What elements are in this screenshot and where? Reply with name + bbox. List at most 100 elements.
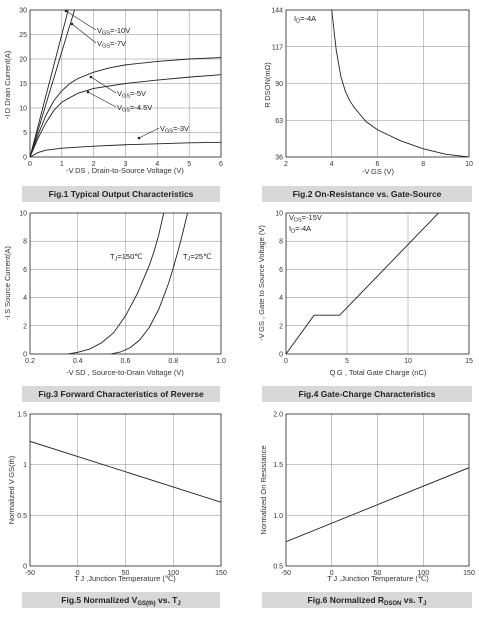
- fig1-xtick: 3: [124, 161, 128, 168]
- fig1-annotation-arrow: [64, 9, 68, 13]
- fig6-xtick: 150: [463, 570, 475, 577]
- fig5-series-1: [30, 440, 221, 503]
- fig1-caption-bar: [22, 186, 220, 202]
- fig3-ytick: 8: [23, 239, 27, 246]
- fig4-xtick: 0: [284, 358, 288, 365]
- fig1-ytick: 30: [19, 8, 27, 15]
- fig2-ytick: 90: [275, 81, 283, 88]
- fig2-ytick: 144: [271, 8, 283, 15]
- fig4-xtick: 15: [465, 358, 473, 365]
- fig4-ylabel: -V GS , Gate to Source Voltage (V): [257, 225, 266, 341]
- fig4-ytick: 4: [279, 295, 283, 302]
- fig4-series-1: [286, 213, 439, 354]
- fig3-ytick: 4: [23, 295, 27, 302]
- fig5-xtick: -50: [25, 570, 35, 577]
- fig1-ytick: 0: [23, 155, 27, 162]
- fig2-caption-bar: [262, 186, 472, 202]
- fig5-ytick: 0: [23, 564, 27, 571]
- fig5-ylabel: Normalized V GS(th): [7, 455, 16, 524]
- fig1-series-4: [30, 74, 221, 157]
- fig1-annotation-leader: [65, 10, 97, 31]
- fig6-ytick: 1.0: [273, 513, 283, 520]
- fig1-annotation-leader: [138, 127, 160, 139]
- fig4-plot-frame: [285, 212, 470, 355]
- fig1-xtick: 0: [28, 161, 32, 168]
- fig3-xtick: 1.0: [216, 358, 226, 365]
- fig6-chart: -50 0 50 100 150 0.5 1.0 1.5 2.0 T J ,Junction Te…: [259, 412, 475, 608]
- fig6-ytick: 2.0: [273, 412, 283, 419]
- fig1-ylabel: -I D Drain Current(A): [3, 50, 12, 119]
- fig6-ylabel: Normalized On Resistance: [259, 445, 268, 534]
- fig3-caption-bar: [22, 386, 220, 402]
- fig1-series-2: [30, 10, 76, 157]
- fig6-ytick: 1.5: [273, 462, 283, 469]
- fig1-plot-frame: [29, 9, 222, 158]
- fig2-series-1: [331, 10, 469, 157]
- fig5-ytick: 1: [23, 462, 27, 469]
- fig6-xtick: 100: [417, 570, 429, 577]
- fig2-xtick: 2: [284, 161, 288, 168]
- fig1-annotation: VGS=-5V: [117, 89, 146, 100]
- fig3-xtick: 0.4: [73, 358, 83, 365]
- fig2-chart: 2 4 6 8 10 36 63 90 117 144 ID=-4A -V GS (V) R DSON(…: [262, 8, 473, 202]
- fig1-series-1: [30, 10, 69, 157]
- fig1-xtick: 2: [92, 161, 96, 168]
- fig1-series-5: [30, 141, 221, 157]
- fig2-ytick: 36: [275, 155, 283, 162]
- fig5-caption: Fig.5 Normalized VGS(th) vs. TJ: [61, 595, 180, 607]
- fig2-xtick: 6: [376, 161, 380, 168]
- fig3-annotation: TJ=150℃: [110, 252, 143, 263]
- fig5-plot-frame: [29, 413, 222, 567]
- fig4-ytick: 8: [279, 239, 283, 246]
- fig1-annotation-arrow: [86, 90, 90, 94]
- fig6-caption-bar: [262, 592, 472, 608]
- fig2-ylabel: R DSON(mΩ): [263, 62, 272, 108]
- fig4-caption-bar: [262, 386, 472, 402]
- fig1-annotation-leader: [87, 91, 117, 108]
- fig6-series-1: [286, 467, 469, 543]
- fig1-annotation-arrow: [89, 75, 93, 79]
- fig1-xlabel: -V DS , Drain-to-Source Voltage (V): [66, 166, 184, 175]
- fig5-xlabel: T J ,Junction Temperature (℃): [74, 574, 176, 583]
- fig5-ytick: 1.5: [17, 412, 27, 419]
- fig2-xlabel: -V GS (V): [362, 167, 394, 176]
- fig2-caption: Fig.2 On-Resistance vs. Gate-Source: [293, 189, 442, 199]
- fig5-xtick: 150: [215, 570, 227, 577]
- fig5-xtick: 100: [167, 570, 179, 577]
- fig6-xtick: 50: [374, 570, 382, 577]
- fig6-xlabel: T J ,Junction Temperature (℃): [327, 574, 429, 583]
- fig3-ytick: 10: [19, 211, 27, 218]
- fig4-xtick: 5: [345, 358, 349, 365]
- fig4-ytick: 6: [279, 267, 283, 274]
- fig5-ytick: 0.5: [17, 513, 27, 520]
- fig2-ytick: 117: [272, 44, 283, 51]
- fig3-xtick: 0.8: [168, 358, 178, 365]
- fig1-annotation: VGS=-4.5V: [117, 103, 152, 114]
- fig1-chart: 0 1 2 3 4 5 6 0 5 10 15 20 25 30 VGS=-10V VGS=-7V VGS=-5…: [3, 8, 223, 202]
- fig5-xtick: 50: [122, 570, 130, 577]
- fig1-xtick: 6: [219, 161, 223, 168]
- fig4-caption: Fig.4 Gate-Charge Characteristics: [299, 389, 436, 399]
- fig5-xtick: 0: [76, 570, 80, 577]
- fig6-xtick: -50: [281, 570, 291, 577]
- fig1-ytick: 25: [19, 32, 27, 39]
- fig1-xtick: 5: [187, 161, 191, 168]
- fig4-xlabel: Q G , Total Gate Charge (nC): [330, 368, 427, 377]
- fig1-caption: Fig.1 Typical Output Characteristics: [49, 189, 194, 199]
- fig3-series-2: [111, 213, 189, 354]
- fig3-ylabel: -I S Source Current(A): [3, 245, 12, 320]
- fig3-xtick: 0.2: [25, 358, 35, 365]
- fig3-chart: 0.2 0.4 0.6 0.8 1.0 0 2 4 6 8 10 TJ=150℃ TJ=25℃ -V SD…: [3, 211, 226, 402]
- fig1-annotation-leader: [71, 23, 97, 44]
- fig1-annotation-arrow: [70, 22, 74, 26]
- fig3-caption: Fig.3 Forward Characteristics of Reverse: [38, 389, 204, 399]
- fig1-annotation: VGS=-3V: [160, 124, 189, 135]
- fig3-annotation: TJ=25℃: [183, 252, 212, 263]
- fig4-ytick: 2: [279, 323, 283, 330]
- fig2-plot-frame: [285, 9, 470, 158]
- fig3-ytick: 6: [23, 267, 27, 274]
- fig3-ytick: 0: [23, 352, 27, 359]
